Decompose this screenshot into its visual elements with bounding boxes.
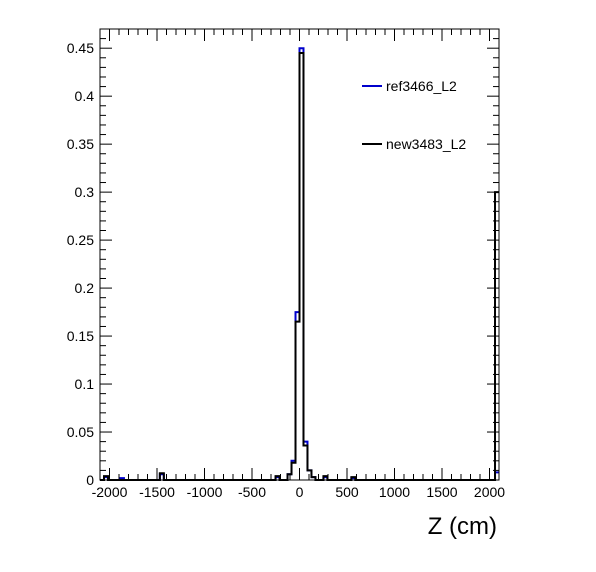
y-tick-label: 0 <box>86 472 94 488</box>
x-tick-label: -1500 <box>139 484 175 500</box>
legend: ref3466_L2 new3483_L2 <box>362 78 466 152</box>
y-tick-label: 0.25 <box>67 232 94 248</box>
x-tick-label: 1000 <box>379 484 410 500</box>
x-tick-label: -2000 <box>92 484 128 500</box>
legend-label: ref3466_L2 <box>386 78 457 94</box>
y-tick-label: 0.35 <box>67 136 94 152</box>
y-tick-label: 0.4 <box>75 88 95 104</box>
axes-layer: -2000 -1500 -1000 -500 0 500 1000 1500 2000 0 0.05… <box>67 28 505 500</box>
y-tick-label: 0.2 <box>75 280 95 296</box>
y-tick-label: 0.3 <box>75 184 95 200</box>
y-tick-label: 0.15 <box>67 328 94 344</box>
x-tick-label: -500 <box>238 484 266 500</box>
y-tick-label: 0.45 <box>67 40 94 56</box>
legend-label: new3483_L2 <box>386 136 466 152</box>
x-axis-label: Z (cm) <box>428 513 497 540</box>
x-tick-label: -1000 <box>187 484 223 500</box>
y-tick-label: 0.1 <box>75 376 95 392</box>
x-tick-label: 2000 <box>474 484 505 500</box>
x-tick-label: 500 <box>335 484 359 500</box>
x-tick-label: 0 <box>296 484 304 500</box>
y-tick-label: 0.05 <box>67 424 94 440</box>
x-tick-label: 1500 <box>426 484 457 500</box>
